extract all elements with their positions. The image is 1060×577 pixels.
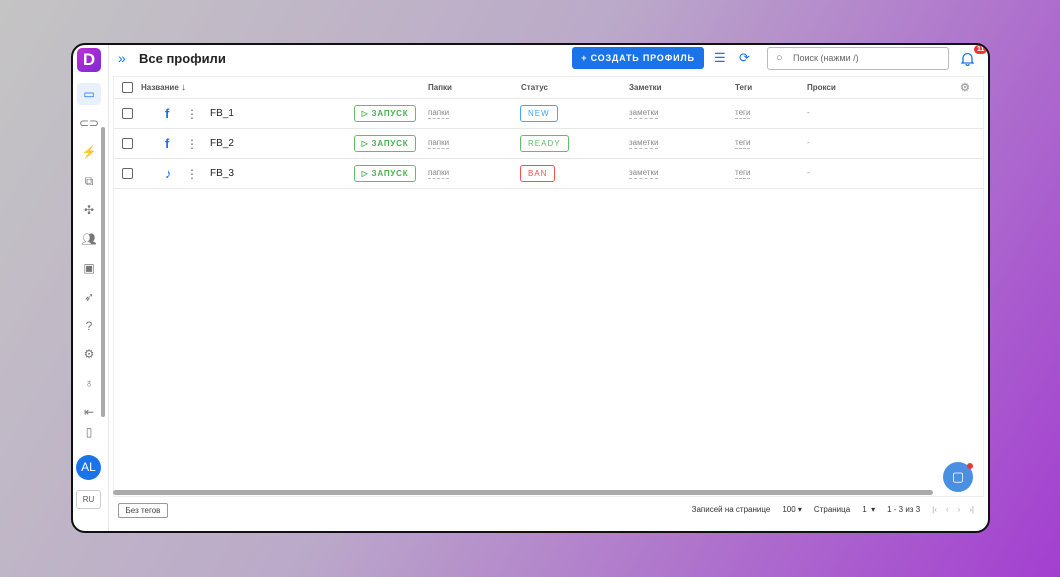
proxy-value: - [807,168,810,177]
page-title: Все профили [139,51,226,66]
column-folders: Папки [428,83,452,92]
automation-icon[interactable]: ⚡ [81,145,97,159]
language-button[interactable]: RU [76,490,101,509]
notes-field[interactable]: заметки [629,168,659,179]
tags-field[interactable]: теги [735,168,751,179]
page-select[interactable]: 1 ▾ [862,505,876,514]
copy-icon[interactable]: ⧉ [84,174,94,188]
folders-field[interactable]: папки [428,168,450,179]
profiles-table: Название ↓ Папки Статус Заметки Теги Про… [113,76,984,496]
profile-name[interactable]: FB_2 [210,138,234,149]
pagination-buttons: |‹ ‹ › ›| [932,505,974,514]
select-all-checkbox[interactable] [122,82,133,93]
launch-button[interactable]: ▷ ЗАПУСК [354,165,416,182]
expand-sidebar-icon[interactable]: » [118,50,126,66]
sidebar: D ▭ ⊂⊃ ⚡ ⧉ ✣ 👥︎ ▣ ➶? ⚙ ♁ ⇤ ▯ AL RU [73,45,109,531]
facebook-icon: f [165,136,170,151]
avatar[interactable]: AL [76,455,101,480]
column-status: Статус [521,83,548,92]
more-options-icon[interactable]: ⋮ [186,166,198,181]
first-page-icon[interactable]: |‹ [932,505,937,514]
row-checkbox[interactable] [122,138,133,149]
logout-icon[interactable]: ⇤ [83,405,95,419]
settings-icon[interactable]: ⚙ [83,347,95,361]
per-page-select[interactable]: 100 ▾ [782,505,802,514]
tiktok-icon: ♪ [165,166,172,181]
page-label: Страница [813,505,851,514]
profile-name[interactable]: FB_1 [210,108,234,119]
launch-button[interactable]: ▷ ЗАПУСК [354,135,416,152]
column-name[interactable]: Название ↓ [141,82,186,93]
folders-field[interactable]: папки [428,108,450,119]
more-options-icon[interactable]: ⋮ [186,136,198,151]
folders-field[interactable]: папки [428,138,450,149]
lightbulb-icon[interactable]: ♁ [84,376,94,390]
link-icon[interactable]: ⊂⊃ [78,116,100,130]
table-footer: Без тегов Записей на странице 100 ▾ Стра… [113,496,984,524]
column-notes: Заметки [629,83,662,92]
refresh-icon[interactable]: ⟳ [739,50,750,65]
app-logo: D [77,48,101,72]
extension-icon[interactable]: ✣ [83,203,95,217]
page-range: 1 - 3 из 3 [887,505,921,514]
facebook-icon: f [165,106,170,121]
row-checkbox[interactable] [122,168,133,179]
app-window: D ▭ ⊂⊃ ⚡ ⧉ ✣ 👥︎ ▣ ➶? ⚙ ♁ ⇤ ▯ AL RU » Все профили + … [71,43,990,533]
rocket-icon[interactable]: ➶ [83,290,95,304]
status-badge[interactable]: READY [520,135,569,152]
last-page-icon[interactable]: ›| [969,505,974,514]
more-options-icon[interactable]: ⋮ [186,106,198,121]
header: » Все профили + СОЗДАТЬ ПРОФИЛЬ ☰ ⟳ ○ Пои… [110,45,988,75]
search-input[interactable]: ○ Поиск (нажми /) [767,47,949,70]
column-proxy: Прокси [807,83,836,92]
pagination-bar: Записей на странице 100 ▾ Страница 1 ▾ 1… [692,505,974,514]
api-icon[interactable]: ▣ [83,261,95,275]
wallet-icon[interactable]: ▯ [85,425,93,439]
notes-field[interactable]: заметки [629,108,659,119]
no-tags-button[interactable]: Без тегов [118,503,168,518]
table-row[interactable]: f ⋮ FB_2 ▷ ЗАПУСК папки READY заметки те… [114,129,983,159]
sort-arrow-icon[interactable]: ↓ [181,82,186,93]
profile-name[interactable]: FB_3 [210,168,234,179]
per-page-label: Записей на странице [691,505,771,514]
table-row[interactable]: ♪ ⋮ FB_3 ▷ ЗАПУСК папки BAN заметки теги… [114,159,983,189]
proxy-value: - [807,138,810,147]
bell-icon[interactable] [961,52,974,66]
tags-field[interactable]: теги [735,138,751,149]
launch-button[interactable]: ▷ ЗАПУСК [354,105,416,122]
tags-field[interactable]: теги [735,108,751,119]
help-icon[interactable]: ? [85,319,93,333]
next-page-icon[interactable]: › [957,505,961,514]
create-profile-button[interactable]: + СОЗДАТЬ ПРОФИЛЬ [572,47,704,69]
search-icon: ○ [776,52,783,64]
sidebar-scrollbar[interactable] [101,127,105,417]
prev-page-icon[interactable]: ‹ [945,505,949,514]
browser-icon[interactable]: ▭ [77,83,101,105]
notification-badge: 11 [974,45,988,54]
users-icon[interactable]: 👥︎ [81,232,97,246]
table-row[interactable]: f ⋮ FB_1 ▷ ЗАПУСК папки NEW заметки теги… [114,99,983,129]
column-tags: Теги [735,83,753,92]
table-header: Название ↓ Папки Статус Заметки Теги Про… [114,77,983,99]
filter-icon[interactable]: ☰ [714,50,726,65]
chat-unread-dot [967,463,973,469]
horizontal-scrollbar[interactable] [113,490,933,495]
row-checkbox[interactable] [122,108,133,119]
status-badge[interactable]: NEW [520,105,558,122]
status-badge[interactable]: BAN [520,165,556,182]
notes-field[interactable]: заметки [629,138,659,149]
proxy-value: - [807,108,810,117]
gear-icon[interactable]: ⚙ [960,82,970,94]
